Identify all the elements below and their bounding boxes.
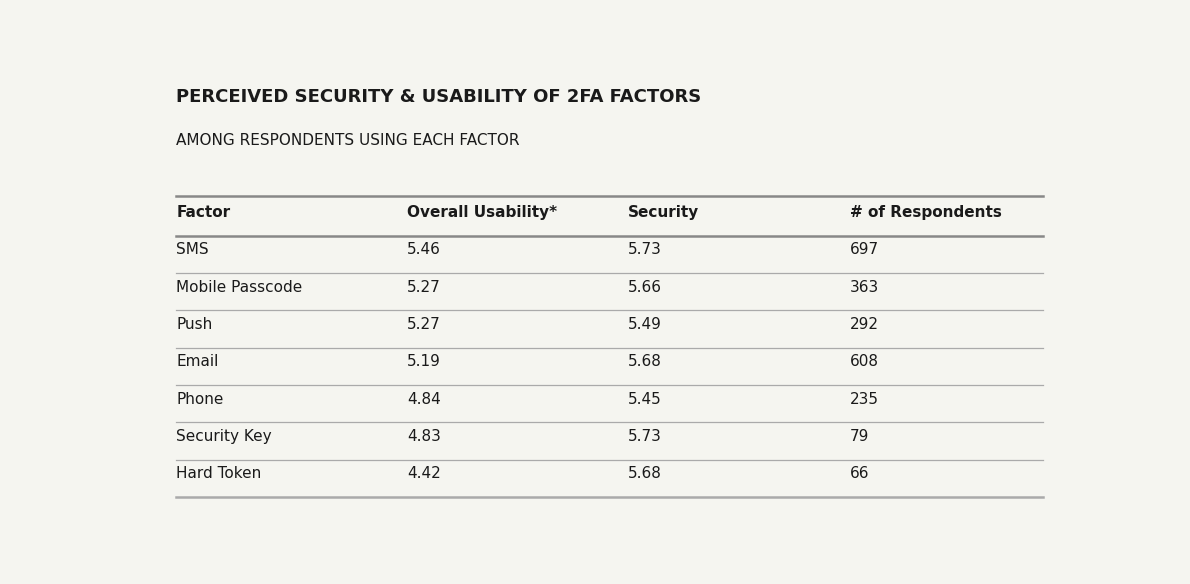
- Text: SMS: SMS: [176, 242, 209, 258]
- Text: # of Respondents: # of Respondents: [850, 205, 1002, 220]
- Text: 5.73: 5.73: [628, 429, 662, 444]
- Text: 5.19: 5.19: [407, 354, 440, 369]
- Text: Push: Push: [176, 317, 213, 332]
- Text: Mobile Passcode: Mobile Passcode: [176, 280, 302, 295]
- Text: Hard Token: Hard Token: [176, 466, 262, 481]
- Text: 5.66: 5.66: [628, 280, 663, 295]
- Text: Overall Usability*: Overall Usability*: [407, 205, 557, 220]
- Text: 608: 608: [850, 354, 878, 369]
- Text: PERCEIVED SECURITY & USABILITY OF 2FA FACTORS: PERCEIVED SECURITY & USABILITY OF 2FA FA…: [176, 88, 702, 106]
- Text: 4.83: 4.83: [407, 429, 440, 444]
- Text: 292: 292: [850, 317, 878, 332]
- Text: Factor: Factor: [176, 205, 231, 220]
- Text: 5.73: 5.73: [628, 242, 662, 258]
- Text: 5.27: 5.27: [407, 280, 440, 295]
- Text: 66: 66: [850, 466, 869, 481]
- Text: Security Key: Security Key: [176, 429, 273, 444]
- Text: 4.84: 4.84: [407, 392, 440, 406]
- Text: 697: 697: [850, 242, 878, 258]
- Text: 5.68: 5.68: [628, 354, 662, 369]
- Text: 235: 235: [850, 392, 878, 406]
- Text: 5.46: 5.46: [407, 242, 440, 258]
- Text: Phone: Phone: [176, 392, 224, 406]
- Text: 79: 79: [850, 429, 869, 444]
- Text: 5.49: 5.49: [628, 317, 662, 332]
- Text: Security: Security: [628, 205, 700, 220]
- Text: 4.42: 4.42: [407, 466, 440, 481]
- Text: 5.27: 5.27: [407, 317, 440, 332]
- Text: 363: 363: [850, 280, 879, 295]
- Text: Email: Email: [176, 354, 219, 369]
- Text: 5.68: 5.68: [628, 466, 662, 481]
- Text: 5.45: 5.45: [628, 392, 662, 406]
- Text: AMONG RESPONDENTS USING EACH FACTOR: AMONG RESPONDENTS USING EACH FACTOR: [176, 133, 520, 148]
